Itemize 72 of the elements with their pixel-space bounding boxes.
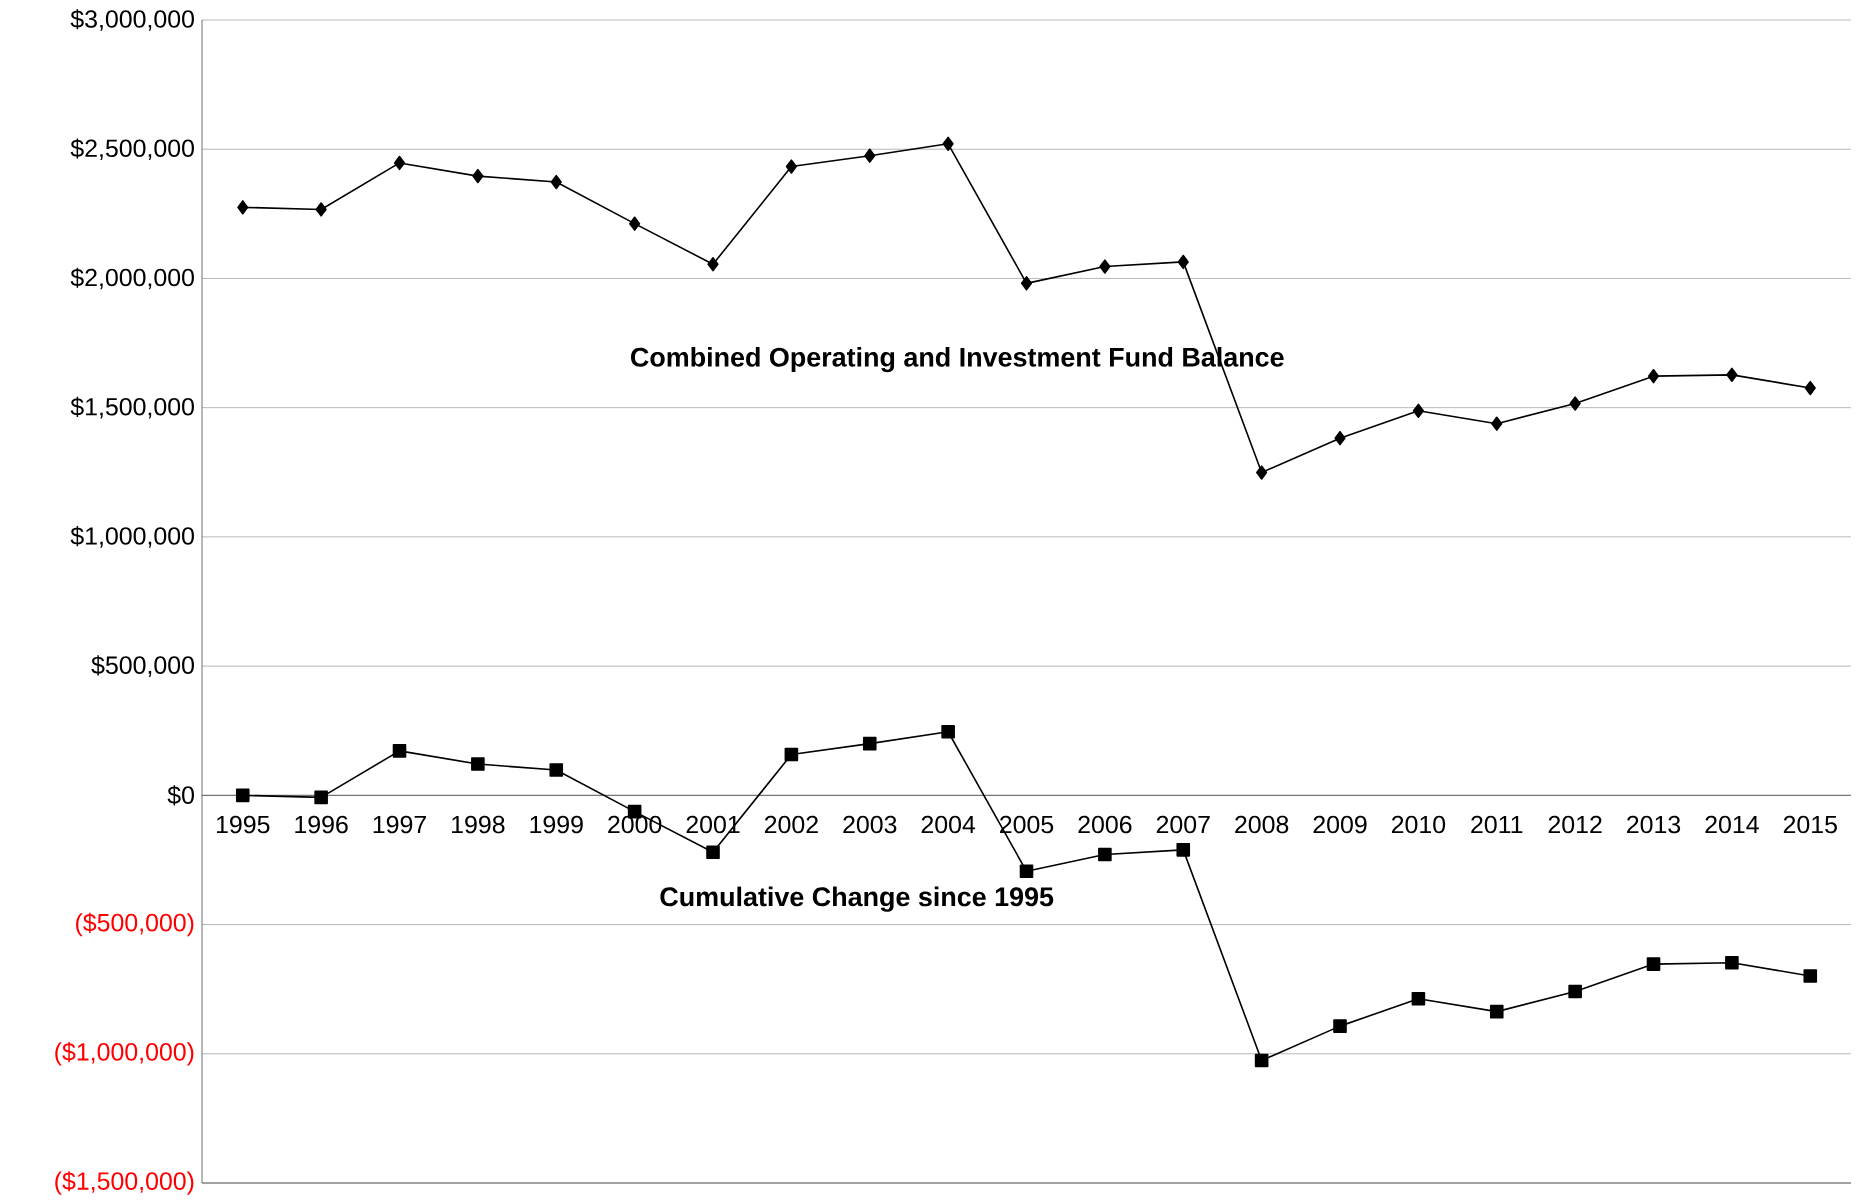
x-tick-label: 2006: [1078, 815, 1132, 834]
point: [1334, 430, 1346, 446]
point: [1412, 403, 1424, 418]
x-tick-label: 1999: [530, 815, 583, 834]
x-tick-label: 2011: [1471, 815, 1523, 834]
point: [237, 200, 249, 215]
x-tick-label: 1997: [373, 815, 426, 834]
point: [1099, 259, 1111, 274]
point: [1568, 984, 1582, 999]
x-tick-label: 2010: [1391, 815, 1446, 834]
x-tick-label: 2000: [608, 815, 662, 834]
x-tick-label: 1995: [216, 815, 270, 834]
x-tick-label: 2013: [1627, 815, 1681, 834]
point: [1646, 957, 1661, 971]
y-tick-label: ($1,000,000): [55, 1041, 194, 1066]
y-tick-label: $2,500,000: [70, 138, 194, 161]
x-tick-label: 2002: [764, 815, 818, 834]
series-label: Cumulative Change since 1995: [660, 886, 1054, 912]
point: [1489, 1004, 1504, 1019]
point: [941, 724, 955, 739]
point: [1177, 254, 1189, 270]
point: [1019, 864, 1034, 879]
point: [707, 257, 719, 272]
point: [1803, 969, 1818, 983]
point: [629, 216, 641, 231]
x-tick-label: 2015: [1783, 815, 1837, 834]
point: [393, 155, 406, 171]
point: [1256, 465, 1268, 480]
point: [471, 757, 485, 771]
x-tick-label: 2007: [1156, 815, 1210, 834]
point: [314, 790, 328, 805]
x-tick-label: 2008: [1235, 815, 1289, 834]
point: [1491, 416, 1503, 431]
point: [864, 148, 876, 163]
y-tick-label: ($500,000): [76, 912, 194, 937]
point: [784, 747, 799, 762]
x-tick-label: 2009: [1313, 815, 1367, 834]
x-tick-label: 2005: [1000, 815, 1054, 834]
point: [315, 202, 327, 217]
point: [1647, 368, 1660, 384]
x-tick-label: 2012: [1548, 815, 1602, 834]
point: [1176, 843, 1191, 857]
y-tick-label: ($1,500,000): [55, 1171, 194, 1195]
y-tick-label: $2,000,000: [70, 267, 194, 290]
point: [1254, 1053, 1269, 1068]
y-tick-label: $1,500,000: [70, 396, 194, 419]
point: [235, 788, 250, 803]
point: [1804, 380, 1816, 396]
point: [549, 763, 564, 777]
point: [785, 159, 797, 174]
point: [1333, 1019, 1347, 1033]
y-tick-label: $3,000,000: [70, 9, 194, 31]
point: [550, 174, 562, 190]
point: [706, 845, 720, 859]
y-tick-label: $0: [167, 785, 194, 806]
point: [1726, 367, 1738, 383]
point: [472, 168, 484, 184]
point: [1020, 276, 1033, 291]
x-tick-label: 2003: [843, 815, 897, 834]
point: [1725, 956, 1739, 970]
y-tick-label: $1,000,000: [70, 526, 194, 548]
point: [1411, 991, 1426, 1006]
point: [862, 736, 877, 751]
x-tick-label: 1998: [452, 815, 505, 834]
x-tick-label: 2004: [921, 815, 976, 834]
point: [942, 136, 954, 151]
x-tick-label: 1996: [295, 815, 348, 834]
x-tick-label: 2014: [1705, 815, 1759, 834]
point: [392, 744, 407, 758]
point: [1098, 847, 1112, 862]
y-tick-label: $500,000: [91, 655, 194, 677]
point: [1569, 396, 1581, 411]
